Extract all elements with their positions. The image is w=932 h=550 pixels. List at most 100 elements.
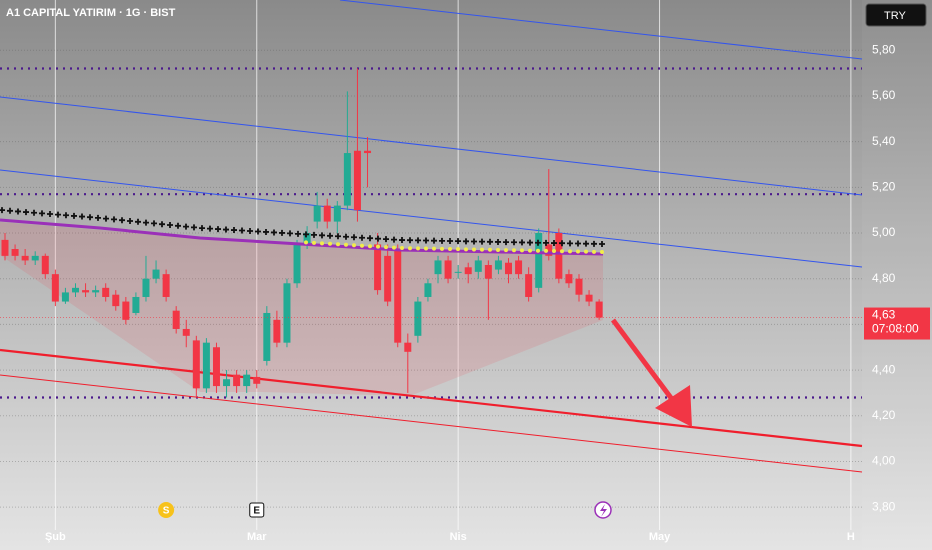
cross-marker bbox=[343, 233, 349, 240]
candle-body bbox=[414, 301, 422, 336]
candle-body bbox=[142, 278, 150, 297]
cross-marker bbox=[399, 237, 405, 244]
candle-body bbox=[494, 260, 502, 270]
candle-body bbox=[122, 301, 130, 320]
candle-body bbox=[565, 274, 573, 284]
candle-body bbox=[102, 287, 110, 297]
dot-marker bbox=[432, 246, 436, 251]
dot-marker bbox=[336, 242, 340, 247]
cross-marker bbox=[583, 240, 589, 247]
cross-marker bbox=[71, 212, 77, 219]
candle-body bbox=[71, 287, 79, 293]
candle-body bbox=[1, 239, 9, 256]
countdown-label: 07:08:00 bbox=[872, 322, 919, 336]
candle-body bbox=[172, 310, 180, 329]
cross-marker bbox=[39, 210, 45, 217]
cross-marker bbox=[215, 226, 221, 233]
currency-button[interactable] bbox=[865, 3, 927, 27]
arrow-head bbox=[655, 385, 692, 427]
candle-body bbox=[92, 290, 100, 293]
dot-marker bbox=[560, 249, 564, 254]
candle-body bbox=[484, 265, 492, 279]
dot-marker bbox=[312, 240, 316, 245]
dot-marker bbox=[464, 247, 468, 252]
y-tick-label: 4,80 bbox=[872, 271, 896, 285]
cross-marker bbox=[263, 228, 269, 235]
dot-marker bbox=[600, 249, 604, 254]
cross-marker bbox=[527, 239, 533, 246]
dot-marker bbox=[408, 246, 412, 251]
cross-marker bbox=[111, 216, 117, 223]
candle-body bbox=[182, 328, 190, 336]
candle-body bbox=[444, 260, 452, 279]
currency-label[interactable]: TRY bbox=[884, 10, 906, 22]
cross-marker bbox=[487, 238, 493, 245]
candle-body bbox=[585, 294, 593, 302]
dot-marker bbox=[376, 244, 380, 249]
candle-body bbox=[11, 249, 19, 256]
candle-body bbox=[364, 150, 372, 154]
x-tick-label: May bbox=[649, 531, 671, 543]
y-tick-label: 5,80 bbox=[872, 42, 896, 56]
cross-marker bbox=[447, 238, 453, 244]
cross-marker bbox=[551, 240, 557, 247]
cross-marker bbox=[279, 229, 285, 236]
shade bbox=[0, 222, 603, 396]
event-icon[interactable] bbox=[249, 502, 265, 518]
candle-body bbox=[323, 205, 331, 222]
dot-marker bbox=[536, 248, 540, 253]
cross-marker bbox=[47, 211, 53, 217]
cross-marker bbox=[15, 208, 21, 215]
cross-marker bbox=[591, 240, 597, 247]
y-tick-label: 5,00 bbox=[872, 225, 896, 239]
cross-marker bbox=[87, 214, 93, 221]
candle-body bbox=[303, 233, 311, 245]
price-tag bbox=[864, 307, 930, 340]
candle-body bbox=[61, 292, 69, 302]
cross-marker bbox=[407, 237, 413, 244]
candle-body bbox=[434, 260, 442, 275]
dot-marker bbox=[488, 247, 492, 252]
cross-marker bbox=[415, 237, 421, 244]
chart-title: A1 CAPITAL YATIRIM · 1G · BIST bbox=[6, 7, 176, 19]
candle-body bbox=[253, 376, 261, 384]
cross-marker bbox=[23, 209, 29, 216]
moving-average bbox=[0, 218, 604, 256]
dot-marker bbox=[352, 243, 356, 248]
dot-marker bbox=[592, 249, 596, 254]
y-tick-label: 5,20 bbox=[872, 179, 896, 193]
cross-marker bbox=[183, 223, 189, 230]
cross-marker bbox=[143, 219, 149, 226]
trend-line bbox=[0, 96, 863, 196]
cross-marker bbox=[207, 225, 213, 232]
candle-body bbox=[82, 290, 90, 293]
dot-marker bbox=[584, 249, 588, 254]
y-tick-label: 3,80 bbox=[872, 499, 896, 513]
candle-body bbox=[313, 205, 321, 222]
candle-body bbox=[384, 255, 392, 302]
candle-body bbox=[31, 255, 39, 261]
candle-body bbox=[464, 267, 472, 275]
cross-marker bbox=[375, 235, 381, 242]
cross-marker bbox=[311, 231, 317, 238]
candle-body bbox=[454, 271, 462, 273]
event-icon[interactable] bbox=[158, 502, 175, 518]
cross-marker bbox=[247, 228, 253, 234]
cross-marker bbox=[423, 237, 429, 244]
cross-marker bbox=[167, 222, 173, 228]
cross-marker bbox=[327, 232, 333, 239]
candle-body bbox=[293, 244, 301, 284]
candle-body bbox=[595, 301, 603, 318]
cross-marker bbox=[503, 239, 509, 246]
cross-marker bbox=[543, 239, 549, 246]
cross-marker bbox=[367, 235, 373, 242]
candle-body bbox=[263, 312, 271, 361]
dot-marker bbox=[472, 247, 476, 252]
cross-marker bbox=[79, 213, 85, 220]
cross-marker bbox=[255, 228, 261, 235]
candle-body bbox=[192, 340, 200, 389]
cross-marker bbox=[463, 238, 469, 245]
cross-marker bbox=[359, 234, 365, 241]
cross-marker bbox=[271, 229, 277, 236]
